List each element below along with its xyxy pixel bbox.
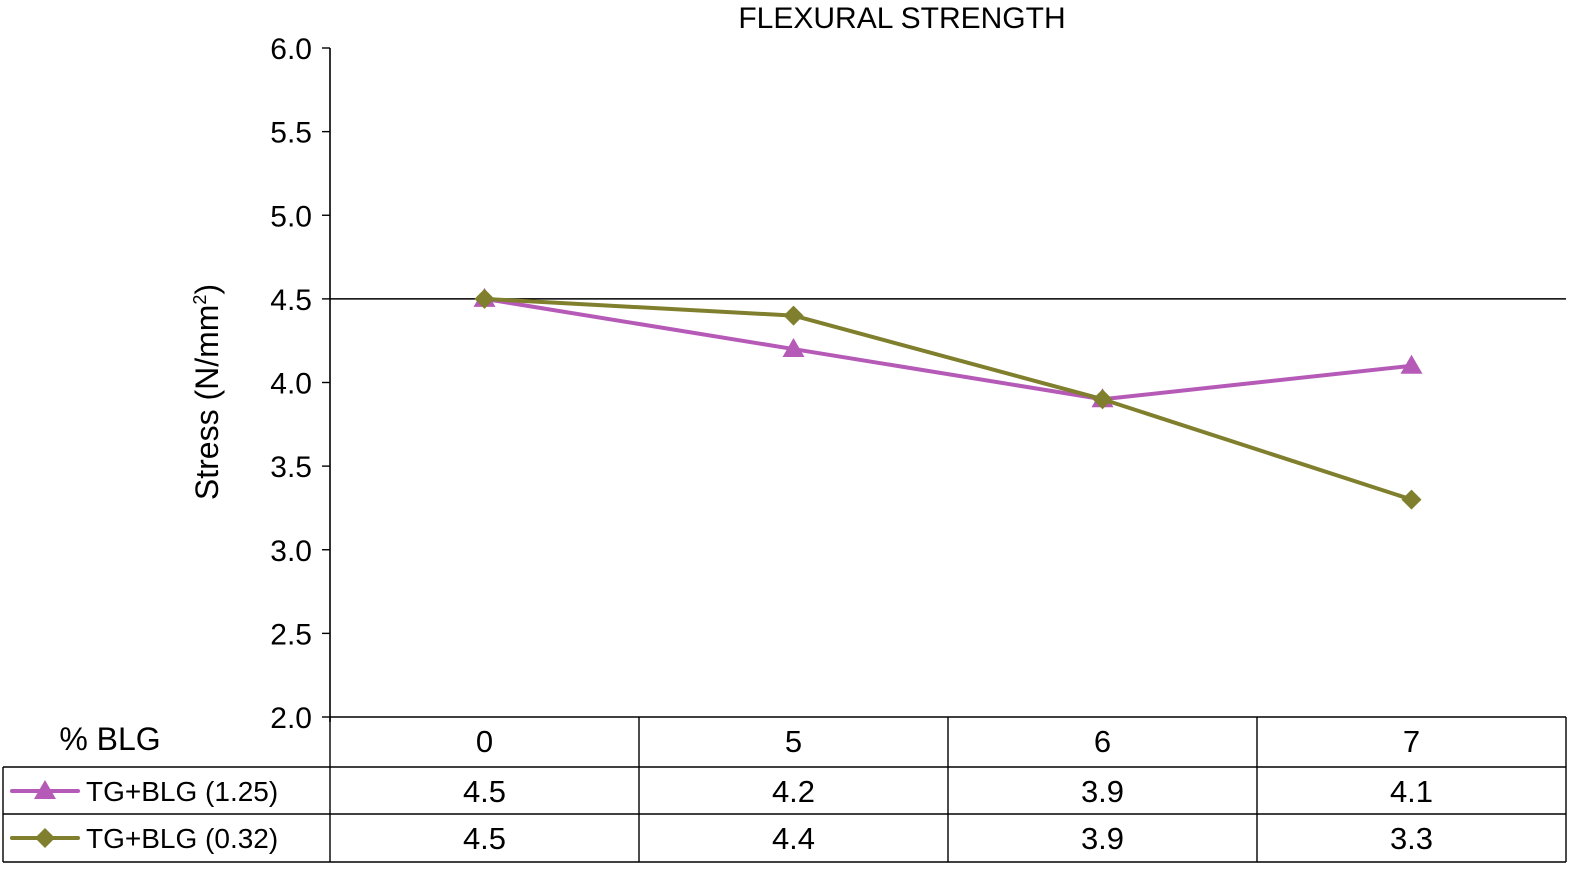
legend-label-1: TG+BLG (0.32) xyxy=(86,823,278,854)
y-axis-title-main: Stress (N/mm xyxy=(189,305,225,501)
table-corner-label: % BLG xyxy=(59,721,160,757)
y-axis-title-end: ) xyxy=(189,284,225,295)
x-category-1: 5 xyxy=(785,724,802,759)
y-tick-label-0: 2.0 xyxy=(270,702,312,735)
table-value-1-3: 3.3 xyxy=(1390,821,1433,856)
series-1-point-0 xyxy=(474,288,495,309)
series-1-point-3 xyxy=(1401,489,1422,510)
series-line-0 xyxy=(482,296,1414,402)
legend-label-0: TG+BLG (1.25) xyxy=(86,776,278,807)
table-value-0-1: 4.2 xyxy=(772,774,815,809)
series-1 xyxy=(474,288,1422,510)
y-tick-label-5: 4.5 xyxy=(270,284,312,317)
y-tick-label-6: 5.0 xyxy=(270,200,312,233)
chart-title: FLEXURAL STRENGTH xyxy=(738,2,1065,35)
y-tick-label-4: 4.0 xyxy=(270,368,312,401)
table-value-0-3: 4.1 xyxy=(1390,774,1433,809)
y-axis-ticks: 2.0 2.5 3.0 3.5 4.0 4.5 5.0 5.5 6.0 xyxy=(270,33,330,735)
y-axis: 2.0 2.5 3.0 3.5 4.0 4.5 5.0 5.5 6.0 Stress (N/mm… xyxy=(189,33,331,735)
series-0-point-3 xyxy=(1400,354,1423,374)
series-1-point-2 xyxy=(1092,389,1113,410)
series-layer xyxy=(473,287,1423,510)
series-0-point-1 xyxy=(782,338,805,358)
y-tick-label-1: 2.5 xyxy=(270,618,312,651)
y-tick-label-8: 6.0 xyxy=(270,33,312,66)
y-axis-title-superscript: 2 xyxy=(190,295,210,305)
x-category-3: 7 xyxy=(1403,724,1420,759)
series-1-point-1 xyxy=(783,305,804,326)
y-axis-title: Stress (N/mm2) xyxy=(189,284,225,500)
table-value-1-2: 3.9 xyxy=(1081,821,1124,856)
x-category-0: 0 xyxy=(476,724,493,759)
y-tick-label-7: 5.5 xyxy=(270,117,312,150)
table-value-0-2: 3.9 xyxy=(1081,774,1124,809)
table-value-0-0: 4.5 xyxy=(463,774,506,809)
y-tick-label-3: 3.5 xyxy=(270,451,312,484)
legend-marker-1 xyxy=(35,828,55,848)
table-value-1-1: 4.4 xyxy=(772,821,815,856)
table-value-1-0: 4.5 xyxy=(463,821,506,856)
series-line-1 xyxy=(482,296,1414,502)
data-table: % BLG 0 5 6 7 TG+BLG (1.25) 4.5 4.2 3.9 4.1 TG+BL… xyxy=(2,716,1567,863)
y-tick-label-2: 3.0 xyxy=(270,535,312,568)
legend-marker-0 xyxy=(34,780,56,799)
x-category-2: 6 xyxy=(1094,724,1111,759)
